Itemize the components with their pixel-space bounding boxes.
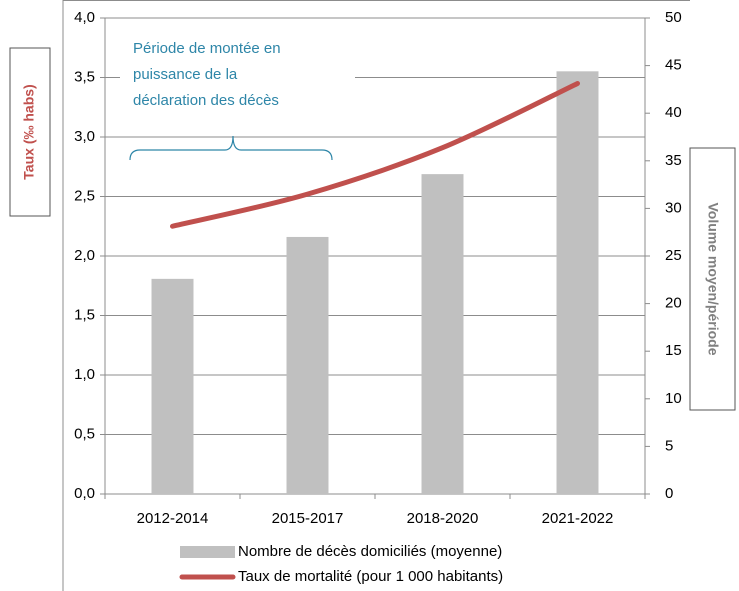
y-label-box [9, 47, 51, 217]
x-tick-label: 2015-2017 [272, 510, 344, 527]
y2-tick-label: 30 [665, 199, 682, 216]
annotation-text: Période de montée en [133, 40, 281, 57]
legend-label: Taux de mortalité (pour 1 000 habitants) [238, 568, 503, 585]
bar [151, 278, 194, 494]
y-tick-label: 1,0 [74, 366, 95, 383]
y-tick-label: 0,0 [74, 485, 95, 502]
y2-tick-label: 20 [665, 295, 682, 312]
y2-tick-label: 5 [665, 437, 673, 454]
bar [556, 71, 599, 494]
bar [421, 174, 464, 495]
annotation-brace [129, 135, 333, 161]
y-tick-label: 1,5 [74, 306, 95, 323]
annotation-text: puissance de la [133, 66, 238, 83]
y2-tick-label: 0 [665, 485, 673, 502]
y2-tick-label: 10 [665, 390, 682, 407]
y-axis-title: Taux (‰ habs) [21, 84, 37, 179]
y2-tick-label: 35 [665, 152, 682, 169]
y2-tick-label: 15 [665, 342, 682, 359]
y-tick-label: 2,0 [74, 247, 95, 264]
x-tick-label: 2018-2020 [407, 510, 479, 527]
annotation-text: déclaration des décès [133, 92, 279, 109]
y-tick-label: 2,5 [74, 187, 95, 204]
legend-label: Nombre de décès domiciliés (moyenne) [238, 543, 502, 560]
line [170, 80, 580, 229]
y-tick-label: 3,0 [74, 128, 95, 145]
y2-tick-label: 50 [665, 9, 682, 26]
y2-label-box [689, 147, 736, 411]
y2-tick-label: 25 [665, 247, 682, 264]
annotation-bg [120, 30, 355, 120]
x-tick-label: 2012-2014 [137, 510, 209, 527]
y2-axis-title: Volume moyen/période [705, 203, 721, 356]
y-tick-label: 4,0 [74, 9, 95, 26]
y2-tick-label: 40 [665, 104, 682, 121]
x-tick-label: 2021-2022 [542, 510, 614, 527]
y-tick-label: 3,5 [74, 68, 95, 85]
y2-tick-label: 45 [665, 57, 682, 74]
bar [286, 236, 329, 494]
legend-swatch [180, 546, 235, 558]
y-tick-label: 0,5 [74, 425, 95, 442]
